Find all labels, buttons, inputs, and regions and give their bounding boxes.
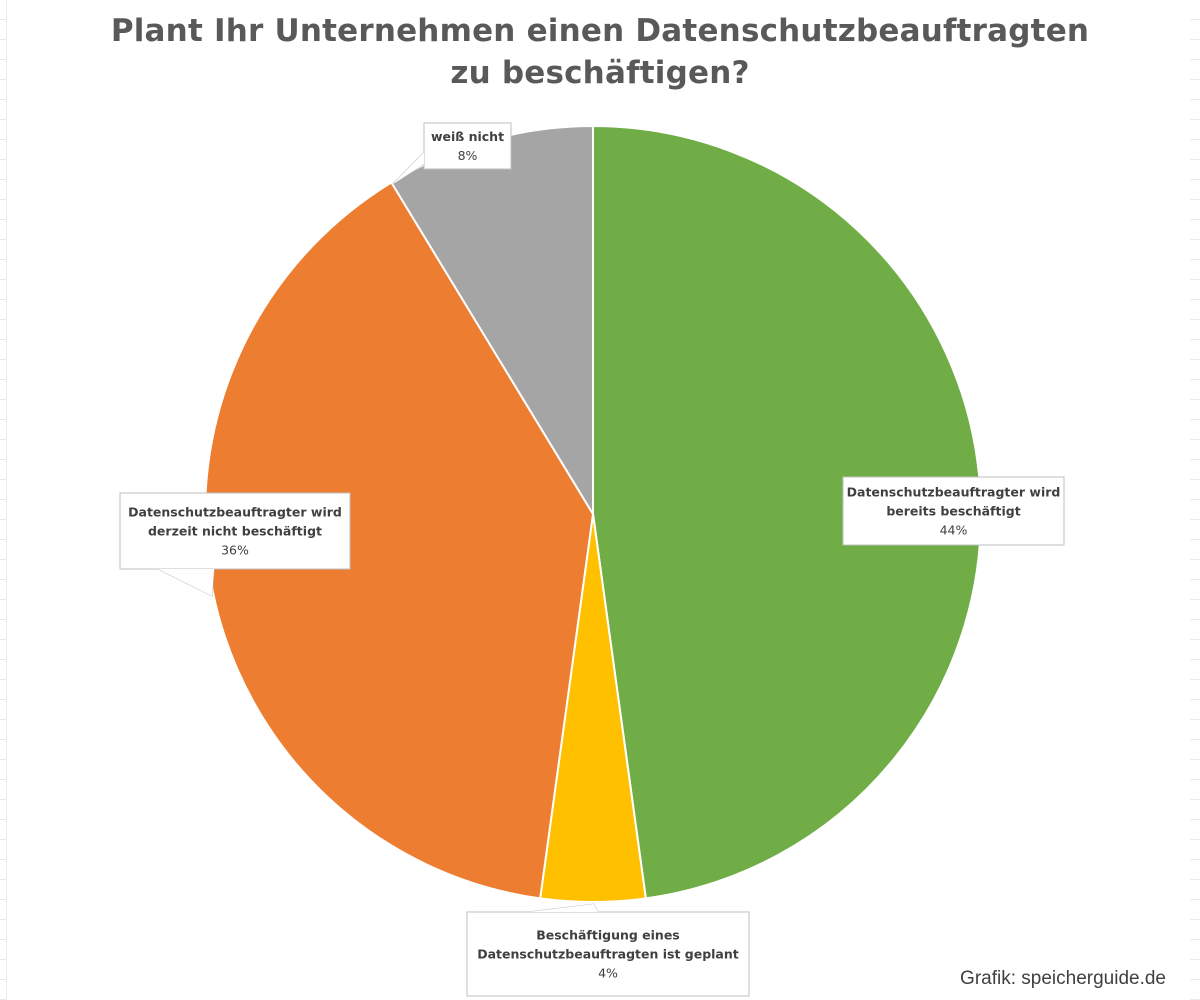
source-credit: Grafik: speicherguide.de	[960, 968, 1166, 989]
data-label-percent: 44%	[940, 523, 968, 538]
data-labels: Datenschutzbeauftragter wird bereits besc…	[119, 122, 1065, 997]
chart-title-line-1: Plant Ihr Unternehmen einen Datenschutzb…	[110, 13, 1090, 49]
spreadsheet-gridlines-left	[0, 0, 7, 1000]
data-label-percent: 36%	[221, 543, 249, 558]
data-label-name: Datenschutzbeauftragter wird	[847, 485, 1061, 500]
data-label-datenschutzbeauftragter-wird-bereits-beschaeftigt: Datenschutzbeauftragter wird bereits besc…	[842, 476, 1065, 546]
data-label-name: Beschäftigung eines	[536, 928, 680, 943]
data-label-name: derzeit nicht beschäftigt	[148, 524, 322, 539]
data-label-beschaeftigung-eines-datenschutzbeauftragten-ist-geplant: Beschäftigung eines Datenschutzbeauftragt…	[466, 903, 750, 997]
data-label-box	[842, 476, 1065, 546]
data-label-name: weiß nicht	[431, 129, 504, 144]
data-label-percent: 8%	[458, 148, 478, 163]
data-label-box	[423, 122, 512, 170]
pie-slices	[204, 124, 982, 903]
data-label-pointer-fill	[158, 569, 214, 596]
data-label-percent: 4%	[598, 966, 618, 981]
pie-slice-datenschutzbeauftragter-wird-derzeit-nicht-beschaeftigt	[204, 181, 595, 900]
chart-title-line-2: zu beschäftigen?	[450, 55, 750, 91]
data-label-box	[119, 492, 351, 570]
data-label-pointer-fill	[528, 904, 598, 912]
data-label-pointer-fill	[393, 152, 424, 184]
chart-title: Plant Ihr Unternehmen einen Datenschutzb…	[0, 10, 1200, 94]
data-label-name: Datenschutzbeauftragter wird	[128, 505, 342, 520]
spreadsheet-gridlines-right	[1190, 0, 1200, 1000]
data-label-box	[466, 911, 750, 997]
data-label-name: Datenschutzbeauftragten ist geplant	[477, 947, 739, 962]
data-label-weiss-nicht: weiß nicht 8%	[392, 122, 512, 185]
data-label-datenschutzbeauftragter-wird-derzeit-nicht-beschaeftigt: Datenschutzbeauftragter wird derzeit nich…	[119, 492, 351, 597]
data-label-name: bereits beschäftigt	[886, 504, 1020, 519]
